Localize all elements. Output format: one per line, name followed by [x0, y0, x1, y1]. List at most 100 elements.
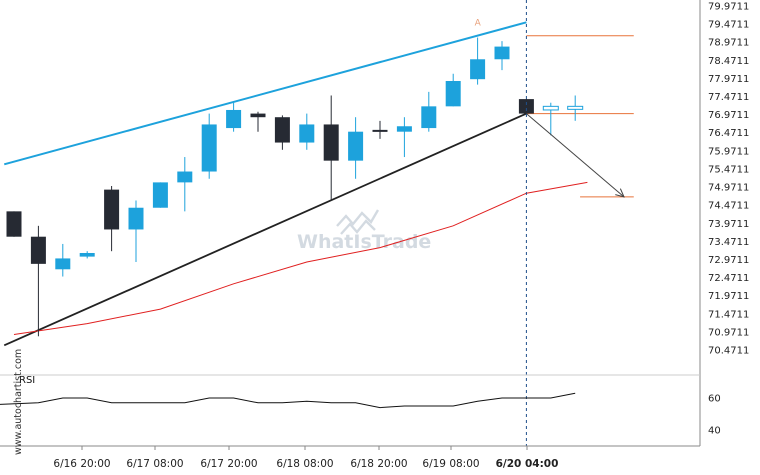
candle-body — [421, 106, 437, 129]
watermark-brand: WhatIsTrade — [297, 231, 431, 253]
candle-body — [128, 207, 144, 230]
plot-background — [0, 0, 700, 375]
y-tick-label: 72.4711 — [708, 273, 749, 284]
y-tick-label: 70.4711 — [708, 346, 749, 357]
candle — [445, 73, 461, 107]
candle-body — [470, 59, 486, 80]
y-tick-label: 77.9711 — [708, 74, 749, 85]
level-lines — [526, 35, 634, 198]
candle-body — [6, 211, 22, 237]
x-tick-label: 6/20 04:00 — [496, 458, 559, 470]
candles — [6, 37, 584, 337]
y-tick-label: 71.9711 — [708, 291, 749, 302]
candle-body — [104, 189, 120, 230]
channel-upper-line — [3, 21, 527, 166]
candle-body — [445, 80, 461, 107]
moving-average-line — [13, 181, 588, 335]
y-tick-label: 75.4711 — [708, 164, 749, 175]
candle — [152, 182, 168, 208]
x-tick-labels: 6/16 20:00 6/17 08:00 6/17 20:00 6/18 08:00… — [53, 446, 558, 470]
candle-body — [518, 99, 534, 114]
y-tick-label: 79.4711 — [708, 20, 749, 31]
candle — [79, 251, 95, 259]
y-tick-label: 73.4711 — [708, 237, 749, 248]
candle — [274, 115, 290, 150]
candle — [348, 117, 364, 179]
candle-body — [177, 171, 193, 183]
candle-body — [152, 182, 168, 208]
candle — [177, 157, 193, 212]
forecast: A — [475, 18, 625, 198]
x-tick-label: 6/18 08:00 — [276, 458, 333, 470]
candle — [104, 186, 120, 252]
rsi-panel: RSI 60 40 — [0, 374, 721, 437]
candle — [250, 111, 266, 132]
rsi-tick-label: 40 — [708, 426, 721, 437]
y-axis: 79.9711 79.4711 78.9711 78.4711 77.9711 77.47… — [699, 0, 749, 446]
y-tick-label: 75.9711 — [708, 146, 749, 157]
watermark-logo-icon — [336, 209, 380, 235]
candle — [542, 102, 559, 136]
candle — [201, 113, 217, 179]
watermark: WhatIsTrade — [297, 209, 431, 253]
x-tick-label: 6/19 08:00 — [422, 458, 479, 470]
x-tick-label: 6/17 08:00 — [126, 458, 183, 470]
trend-channel — [3, 21, 527, 347]
candle — [30, 225, 46, 337]
candle — [494, 41, 510, 71]
candle — [372, 120, 388, 139]
y-tick-label: 76.9711 — [708, 110, 749, 121]
candle — [55, 243, 71, 277]
x-tick-label: 6/16 20:00 — [53, 458, 110, 470]
x-axis: 6/16 20:00 6/17 08:00 6/17 20:00 6/18 08:00… — [0, 445, 700, 470]
y-tick-label: 70.9711 — [708, 327, 749, 338]
candle-body — [274, 117, 290, 143]
candle-body — [250, 113, 266, 118]
candle-body — [372, 129, 388, 132]
y-tick-label: 78.9711 — [708, 38, 749, 49]
y-tick-label: 71.4711 — [708, 309, 749, 320]
candle — [226, 102, 242, 132]
y-tick-label: 79.9711 — [708, 2, 749, 13]
candle-body — [494, 46, 510, 60]
candle — [323, 95, 339, 201]
y-tick-label: 78.4711 — [708, 56, 749, 67]
y-tick-label: 77.4711 — [708, 92, 749, 103]
y-tick-label: 72.9711 — [708, 255, 749, 266]
candle — [567, 95, 584, 121]
x-tick-label: 6/17 20:00 — [200, 458, 257, 470]
candle-body — [567, 105, 584, 110]
candle — [396, 117, 412, 158]
candle-body — [30, 236, 46, 264]
candle — [299, 113, 315, 150]
y-tick-label: 76.4711 — [708, 128, 749, 139]
candle-body — [323, 124, 339, 161]
candle — [518, 99, 534, 114]
y-tick-label: 74.9711 — [708, 183, 749, 194]
candle — [6, 211, 22, 237]
candle-body — [201, 124, 217, 172]
forecast-arrow-head — [615, 188, 625, 198]
moving-average — [13, 181, 588, 335]
candle-body — [79, 252, 95, 257]
forecast-arrow-line — [526, 113, 625, 198]
y-tick-label: 73.9711 — [708, 219, 749, 230]
candle-body — [226, 109, 242, 129]
candle — [421, 91, 437, 132]
candle-body — [55, 258, 71, 270]
candle — [128, 200, 144, 263]
rsi-label: RSI — [19, 375, 35, 386]
autochartist-watermark: www.autochartist.com — [13, 349, 24, 455]
y-tick-labels: 79.9711 79.4711 78.9711 78.4711 77.9711 77.47… — [708, 2, 749, 357]
rsi-line — [0, 392, 576, 409]
y-tick-label: 74.4711 — [708, 201, 749, 212]
x-tick-label: 6/18 20:00 — [350, 458, 407, 470]
price-panel: WhatIsTrade A — [0, 0, 700, 446]
rsi-tick-label: 60 — [708, 394, 721, 405]
candle-body — [299, 124, 315, 143]
rsi-tick-labels: 60 40 — [708, 394, 721, 437]
candle-body — [396, 126, 412, 132]
candle-body — [542, 105, 559, 111]
candle — [470, 37, 486, 85]
